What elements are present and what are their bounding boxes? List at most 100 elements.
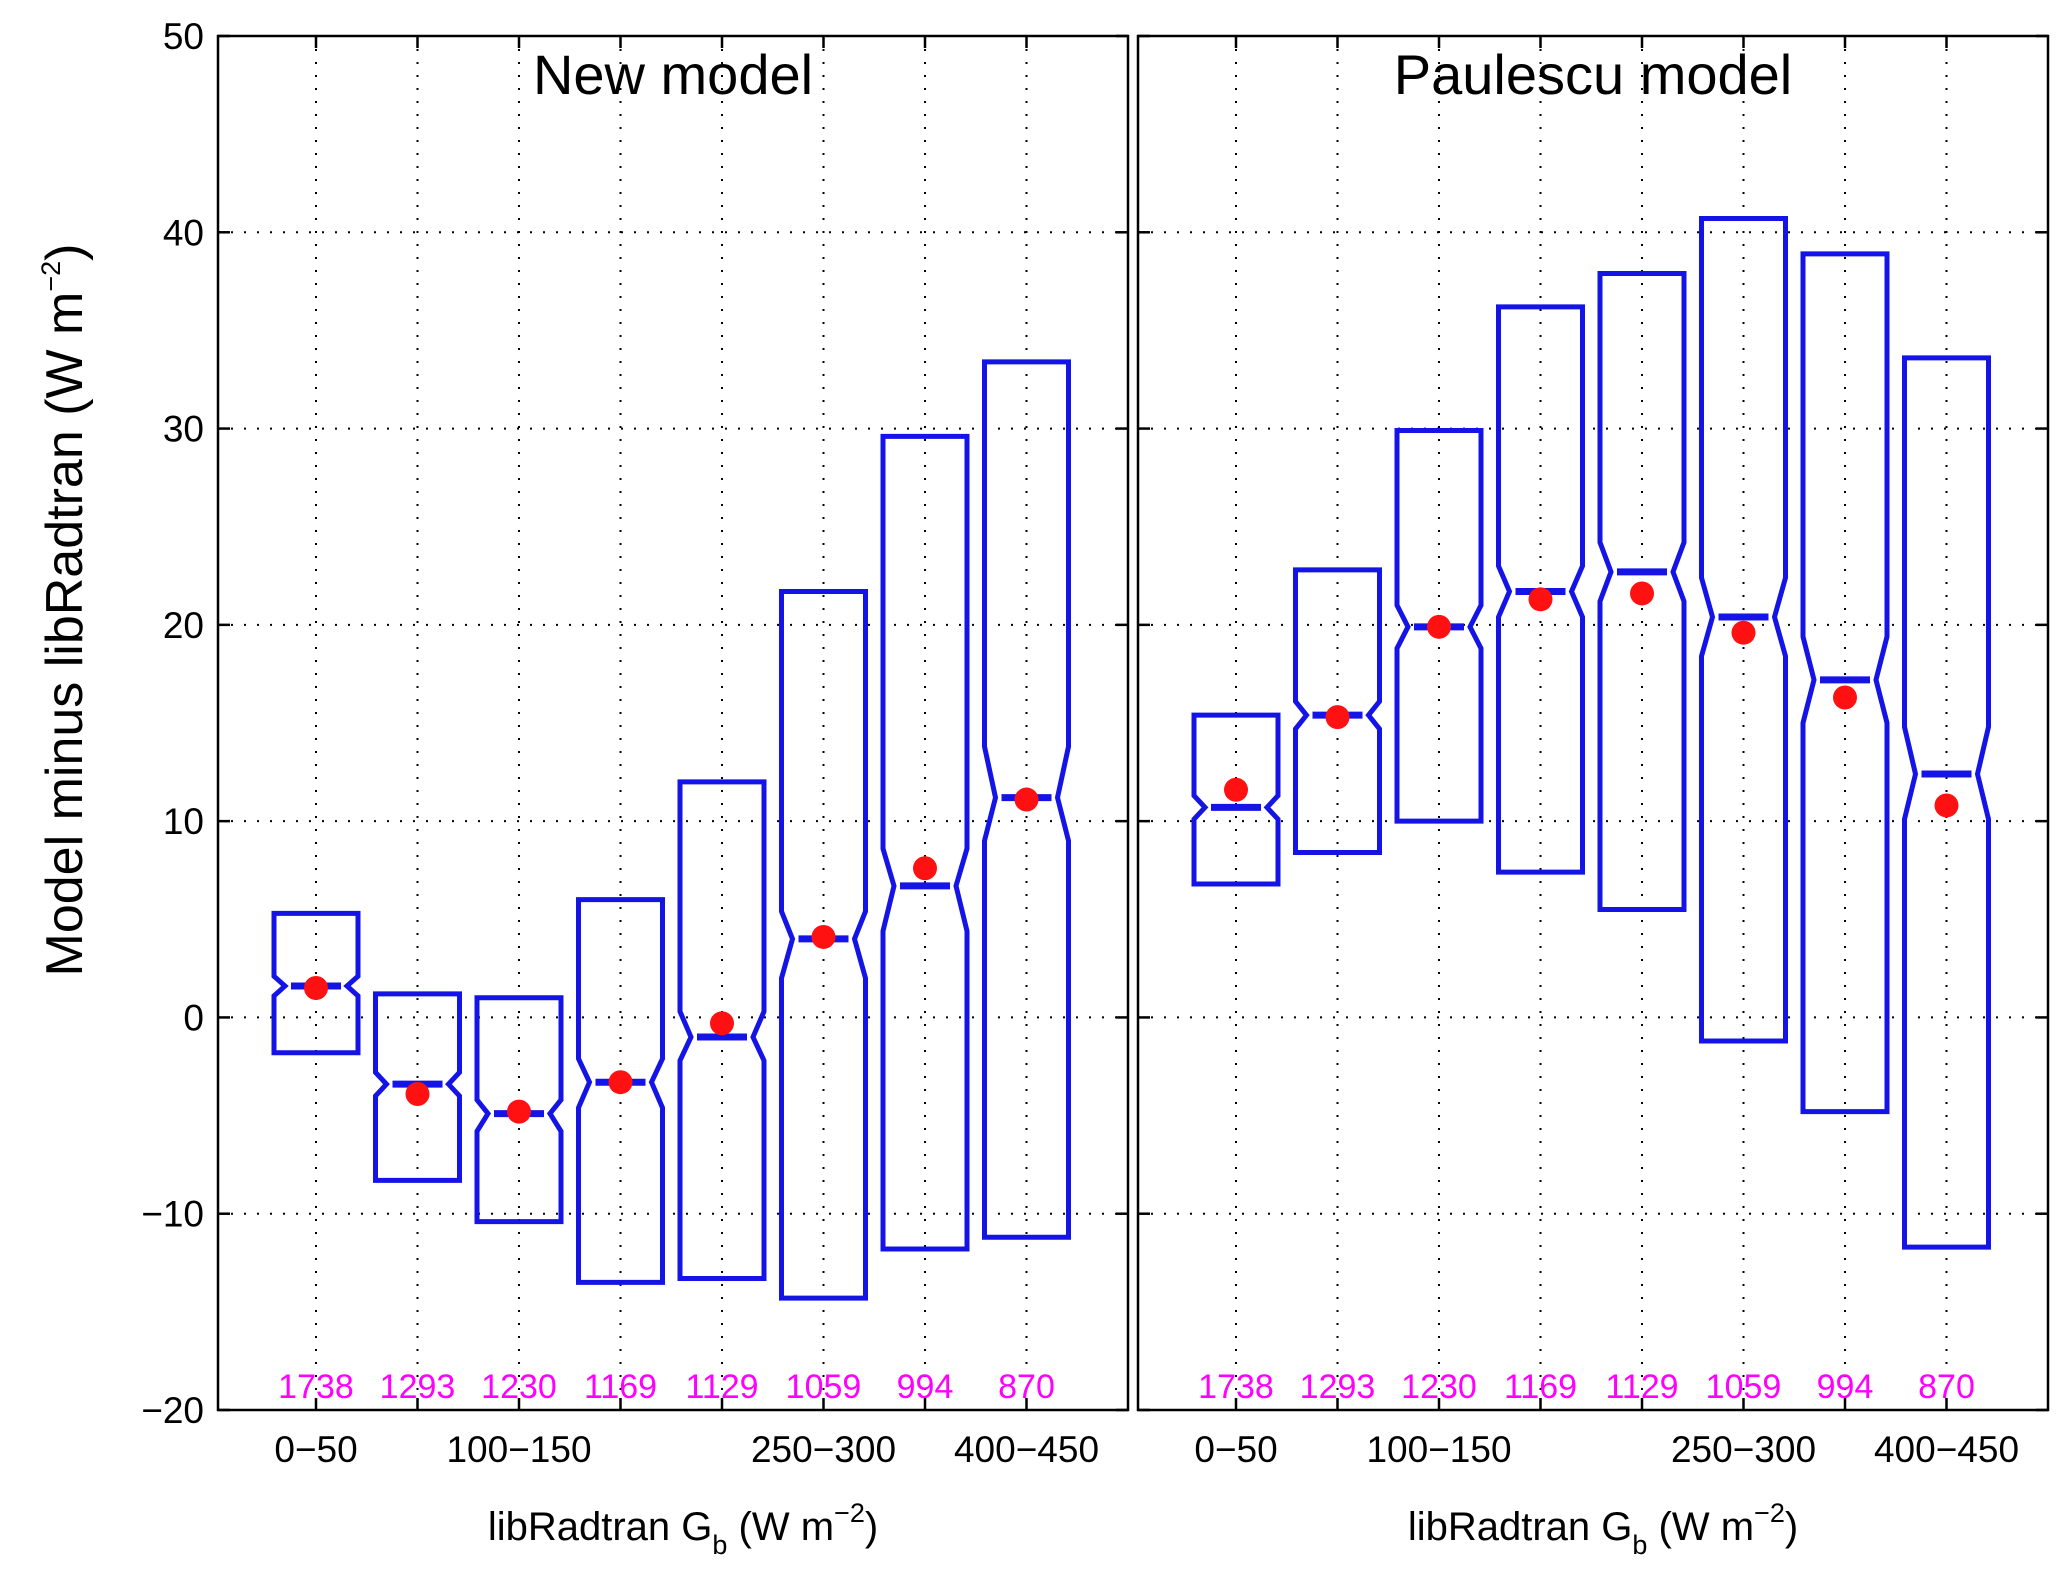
box-0−50: 1738: [271, 910, 361, 1406]
mean-marker: [304, 975, 328, 1000]
mean-marker: [1528, 587, 1553, 612]
y-axis-label-close: ): [36, 244, 94, 261]
notched-box: [1394, 428, 1484, 824]
notched-box: [1699, 216, 1788, 1044]
box-150−200: 1169: [576, 897, 665, 1406]
x-axis-label-units: (W m: [1647, 1505, 1754, 1549]
box-100−150: 1230: [474, 995, 564, 1406]
tick-marks: [1138, 34, 2048, 1412]
mean-marker: [608, 1070, 633, 1095]
y-tick-label: 40: [163, 212, 204, 253]
mean-marker: [710, 1011, 734, 1036]
mean-marker: [1934, 793, 1959, 818]
count-label: 1293: [380, 1368, 456, 1406]
x-axis-label-subscript: b: [1632, 1530, 1647, 1560]
count-label: 1230: [481, 1368, 557, 1406]
x-tick-label: 250−300: [751, 1429, 896, 1470]
count-label: 994: [897, 1368, 954, 1406]
y-tick-label: −10: [141, 1194, 204, 1235]
y-axis-label: Model minus libRadtran (W m−2): [36, 244, 94, 977]
count-label: 1293: [1300, 1368, 1376, 1406]
x-tick-label: 0−50: [274, 1429, 357, 1470]
x-tick-label: 100−150: [1366, 1429, 1511, 1470]
plot-frame: [1136, 34, 2050, 1412]
y-tick-label: −20: [141, 1390, 204, 1431]
notched-box: [677, 779, 767, 1281]
mean-marker: [1325, 705, 1350, 730]
box-300−350: 994: [880, 433, 970, 1406]
count-label: 1738: [1198, 1368, 1274, 1406]
panel-paulescu-model: Paulescu model 0−50 100−150 250−300 400−450 l…: [1136, 34, 2050, 1560]
box-250−300: 1059: [1699, 216, 1788, 1406]
x-axis-label-subscript: b: [712, 1530, 727, 1560]
panel-new-model: −20 −10 0 10 20 30 40 50 New model 0−50 100−150 250…: [141, 16, 1130, 1560]
box-400−450: 870: [982, 359, 1071, 1406]
mean-marker: [1224, 777, 1248, 802]
x-tick-label: 100−150: [446, 1429, 591, 1470]
box-50−100: 1293: [373, 991, 462, 1406]
grid: [218, 36, 1128, 1410]
notched-box: [373, 991, 462, 1183]
box-50−100: 1293: [1293, 567, 1382, 1406]
y-axis-label-main: Model minus libRadtran (W m: [36, 292, 94, 977]
plot-frame: [216, 34, 1130, 1412]
box-100−150: 1230: [1394, 428, 1484, 1406]
notched-box: [271, 910, 361, 1056]
y-axis-label-superscript: −2: [36, 261, 66, 292]
y-tick-label: 10: [163, 801, 204, 842]
x-tick-label: 0−50: [1194, 1429, 1277, 1470]
mean-marker: [507, 1099, 531, 1124]
x-axis-label-main: libRadtran G: [488, 1505, 713, 1549]
notched-box: [1191, 712, 1281, 887]
box-400−450: 870: [1902, 355, 1991, 1406]
notched-box: [576, 897, 665, 1285]
x-axis-label: libRadtran Gb (W m−2): [1408, 1498, 1798, 1560]
grid: [1138, 36, 2048, 1410]
mean-marker: [913, 856, 937, 881]
count-label: 1169: [584, 1368, 657, 1406]
panel-title: New model: [533, 43, 813, 106]
x-axis-label-close: ): [1785, 1505, 1798, 1549]
count-label: 1059: [1706, 1368, 1782, 1406]
notched-box: [880, 433, 970, 1252]
count-label: 1169: [1504, 1368, 1577, 1406]
mean-marker: [1014, 787, 1039, 812]
y-tick-label: 20: [163, 605, 204, 646]
notched-box: [982, 359, 1071, 1240]
svg-text:Model minus libRadtran (W m−2): Model minus libRadtran (W m−2): [36, 244, 94, 977]
tick-marks: [218, 34, 1128, 1412]
x-tick-label: 400−450: [954, 1429, 1099, 1470]
x-axis-label-superscript: −2: [1754, 1498, 1785, 1528]
notched-box: [1597, 271, 1687, 912]
y-tick-label: 0: [183, 997, 204, 1038]
x-tick-label: 250−300: [1671, 1429, 1816, 1470]
mean-marker: [1731, 620, 1756, 645]
x-axis-label-units: (W m: [727, 1505, 834, 1549]
box-0−50: 1738: [1191, 712, 1281, 1406]
notched-box: [1496, 304, 1585, 875]
count-label: 870: [998, 1368, 1055, 1406]
x-axis-label-superscript: −2: [834, 1498, 865, 1528]
notched-box: [1293, 567, 1382, 856]
y-tick-label: 50: [163, 16, 204, 57]
notched-box: [1800, 251, 1890, 1115]
box-250−300: 1059: [779, 588, 868, 1406]
count-label: 1059: [786, 1368, 862, 1406]
mean-marker: [811, 924, 836, 949]
y-tick-label: 30: [163, 409, 204, 450]
mean-marker: [1833, 685, 1857, 710]
box-200−250: 1129: [1597, 271, 1687, 1406]
mean-marker: [405, 1081, 430, 1106]
count-label: 1129: [685, 1368, 758, 1406]
count-label: 1738: [278, 1368, 354, 1406]
mean-marker: [1427, 614, 1451, 639]
notched-box: [779, 588, 868, 1301]
box-300−350: 994: [1800, 251, 1890, 1406]
box-200−250: 1129: [677, 779, 767, 1406]
box-150−200: 1169: [1496, 304, 1585, 1406]
count-label: 870: [1918, 1368, 1975, 1406]
count-label: 994: [1817, 1368, 1874, 1406]
notched-box: [474, 995, 564, 1225]
mean-marker: [1630, 581, 1654, 606]
